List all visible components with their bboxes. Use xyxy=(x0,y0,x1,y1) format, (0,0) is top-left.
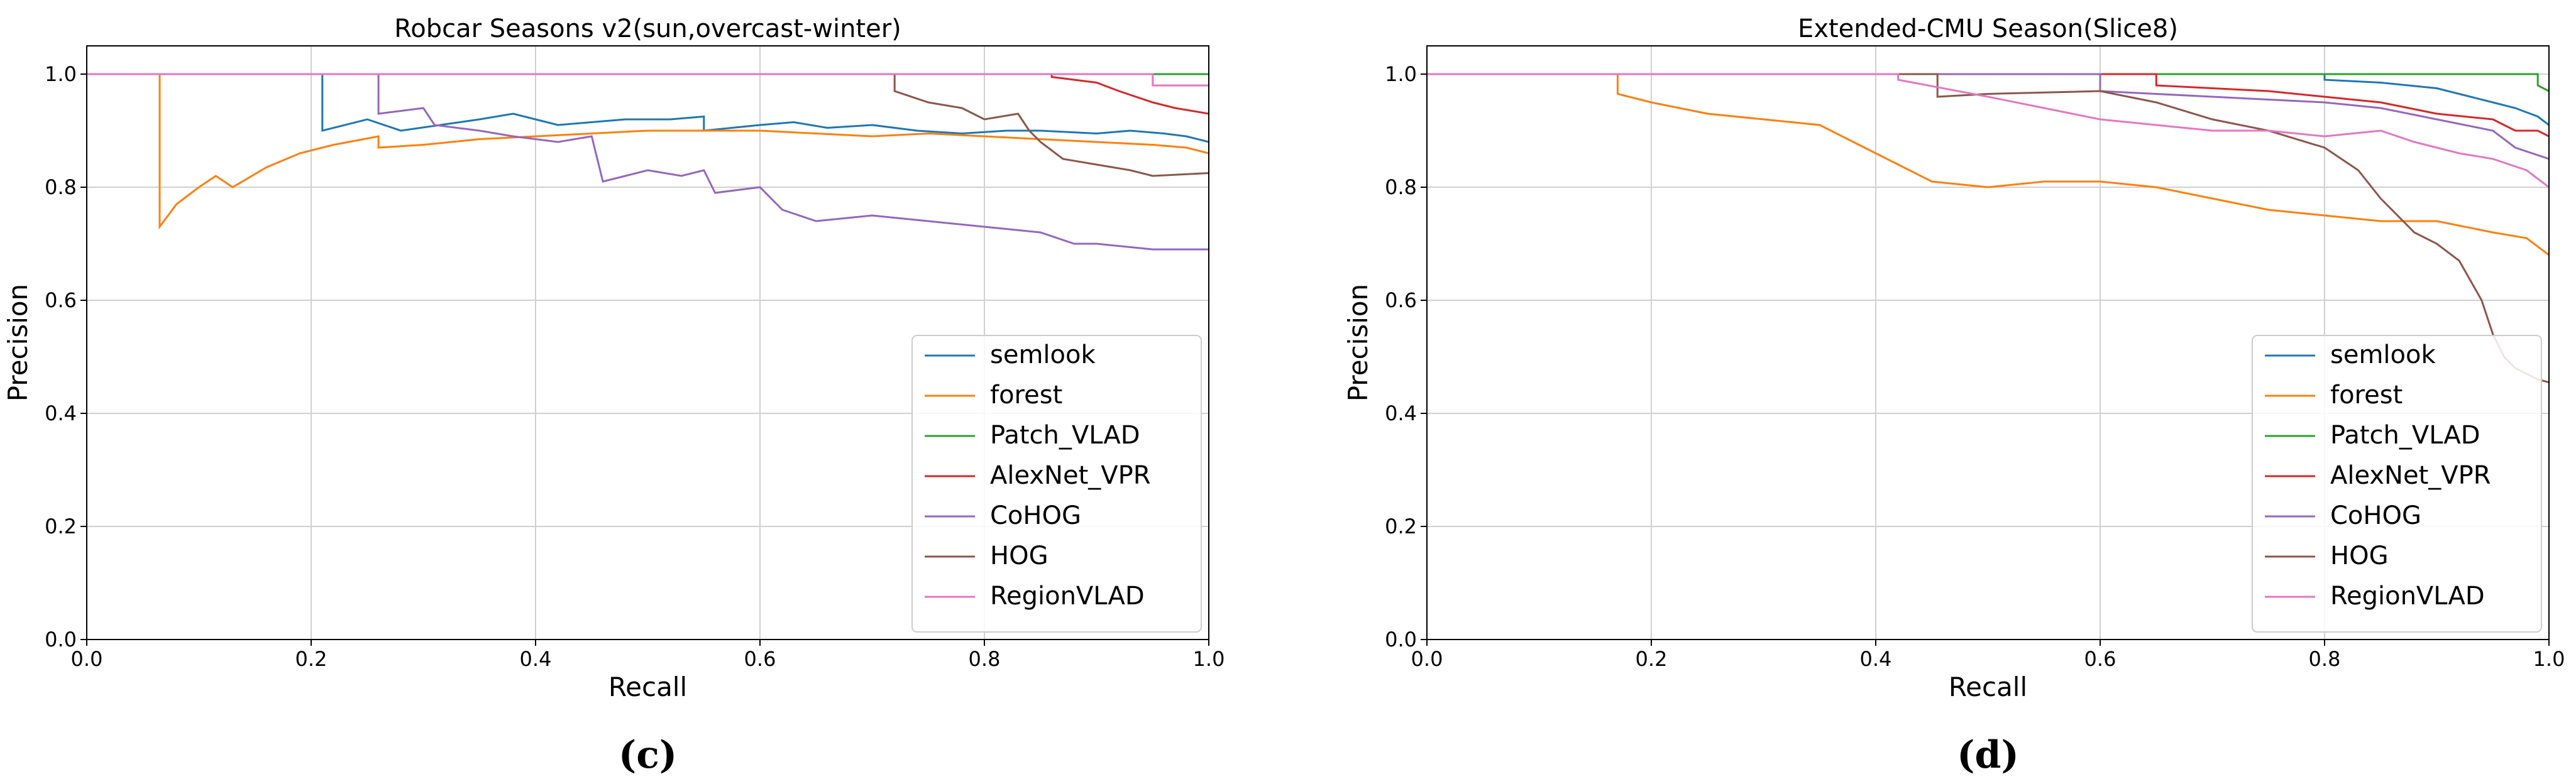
legend-entry: CoHOG xyxy=(2330,501,2421,530)
legend-entry: RegionVLAD xyxy=(2330,582,2485,611)
legend-entry: Patch_VLAD xyxy=(2330,421,2480,450)
x-tick-label: 0.6 xyxy=(744,647,776,671)
x-tick-label: 0.8 xyxy=(969,647,1001,671)
series-line-semlook xyxy=(87,73,1209,143)
y-tick-label: 0.0 xyxy=(1385,628,1417,651)
y-tick-label: 1.0 xyxy=(1385,62,1417,86)
legend-entry: AlexNet_VPR xyxy=(2330,461,2491,490)
legend: semlook forest Patch_VLAD AlexNet_VPR CoHOG H… xyxy=(2252,335,2542,633)
legend-entry: AlexNet_VPR xyxy=(990,461,1151,490)
legend: semlook forest Patch_VLAD AlexNet_VPR CoHOG H… xyxy=(911,335,1202,633)
x-axis-label: Recall xyxy=(608,672,687,702)
legend-frame xyxy=(2252,335,2542,633)
x-tick-label: 0.0 xyxy=(71,647,103,671)
legend-entry: forest xyxy=(2330,381,2403,410)
series-line-alexnet-vpr xyxy=(87,73,1209,115)
legend-entry: HOG xyxy=(2330,542,2389,570)
legend-entry: semlook xyxy=(990,340,1096,369)
x-tick-label: 1.0 xyxy=(1193,647,1225,671)
x-tick-label: 1.0 xyxy=(2533,647,2565,671)
x-tick-label: 0.2 xyxy=(295,647,328,671)
legend-entry: HOG xyxy=(990,542,1049,570)
y-axis-label: Precision xyxy=(1343,284,1373,401)
x-tick-label: 0.8 xyxy=(2309,647,2341,671)
plot-frame xyxy=(86,45,1209,640)
legend-frame xyxy=(911,335,1202,633)
chart-title: Robcar Seasons v2(sun,overcast-winter) xyxy=(394,14,901,43)
series-line-cohog xyxy=(1427,73,2549,160)
y-tick-label: 0.0 xyxy=(45,628,77,651)
legend-entry: CoHOG xyxy=(990,501,1081,530)
legend-entry: RegionVLAD xyxy=(990,582,1145,611)
series-line-semlook xyxy=(1427,73,2549,126)
y-tick-label: 0.6 xyxy=(45,288,77,312)
chart-panel: 0.0 0.2 0.4 0.6 0.8 1.0 0.0 0.2 0.4 0.6 0.8 1.0 Exte… xyxy=(1343,14,2565,777)
panel-caption: (c) xyxy=(619,733,677,777)
x-tick-label: 0.6 xyxy=(2084,647,2116,671)
series-line-cohog xyxy=(87,73,1209,251)
series-line-hog xyxy=(87,73,1209,177)
y-tick-label: 0.6 xyxy=(1385,288,1417,312)
x-tick-label: 0.0 xyxy=(1411,647,1443,671)
series-line-regionvlad xyxy=(1427,73,2549,188)
chart-title: Extended-CMU Season(Slice8) xyxy=(1798,14,2178,43)
series-line-regionvlad xyxy=(87,73,1209,87)
series-line-forest xyxy=(87,73,1209,230)
y-tick-label: 0.2 xyxy=(45,514,77,538)
plot-frame xyxy=(1426,45,2550,640)
legend-entry: forest xyxy=(990,381,1062,410)
y-axis-label: Precision xyxy=(3,284,33,401)
y-tick-label: 0.4 xyxy=(1385,401,1417,425)
y-tick-label: 0.4 xyxy=(45,401,77,425)
y-tick-label: 1.0 xyxy=(45,62,77,86)
x-axis-label: Recall xyxy=(1949,672,2027,702)
x-tick-label: 0.4 xyxy=(520,647,552,671)
y-tick-label: 0.8 xyxy=(1385,175,1417,199)
legend-entry: semlook xyxy=(2330,340,2436,369)
x-tick-label: 0.2 xyxy=(1636,647,1668,671)
y-tick-label: 0.8 xyxy=(45,175,77,199)
chart-panel: 0.0 0.2 0.4 0.6 0.8 1.0 0.0 0.2 0.4 0.6 0.8 1.0 Robc… xyxy=(3,14,1225,777)
x-tick-label: 0.4 xyxy=(1860,647,1892,671)
series-group xyxy=(87,73,1209,251)
series-line-forest xyxy=(1427,73,2549,256)
legend-entry: Patch_VLAD xyxy=(990,421,1140,450)
panel-caption: (d) xyxy=(1957,733,2019,777)
series-line-alexnet-vpr xyxy=(1427,73,2549,138)
y-tick-label: 0.2 xyxy=(1385,514,1417,538)
